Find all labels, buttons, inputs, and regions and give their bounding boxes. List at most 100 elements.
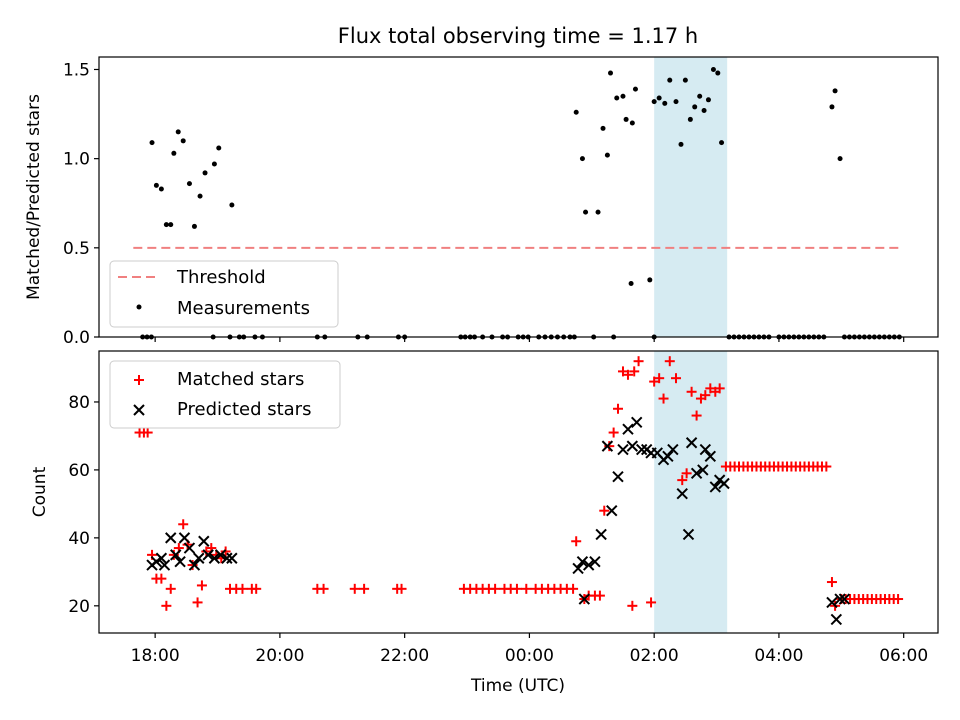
predicted-point [601,440,614,452]
predicted-point [578,593,591,605]
predicted-point [582,559,595,571]
bottom-y-tick-label: 60 [68,461,90,481]
predicted-point-b [606,504,618,517]
predicted-point [193,552,205,564]
predicted-point-b [158,559,171,571]
measurement-point [687,116,693,122]
legend-measurements-swatch [136,304,142,310]
predicted-point [150,555,163,568]
predicted-point [662,450,674,463]
matched-point [220,546,231,557]
measurement-point [614,95,620,101]
predicted-point-b [830,613,843,626]
bottom-y-tick-label: 40 [68,529,90,549]
measurement-point [573,109,579,115]
predicted-point [589,555,601,568]
measurement-point [632,86,638,92]
measurement-point [186,181,192,187]
predicted-point [170,549,182,561]
panel-bottom: 20 40 60 80 18:00 20:00 22:00 00:00 02:00 04:00 0… [30,350,939,696]
measurement-point [705,97,711,103]
predicted-point-b [174,555,186,568]
matched-point [646,597,657,608]
x-tick-label: 18:00 [131,646,180,666]
bottom-y-axis-label: Count [30,466,50,517]
matched-point [664,356,675,367]
measurement-point [719,140,725,146]
measurement-point [600,125,606,131]
matched-point [237,583,248,594]
matched-point [178,519,189,530]
predicted-point-b [685,437,698,449]
bottom-frame [98,350,939,634]
predicted-point [834,593,846,605]
x-tick-label: 06:00 [879,646,928,666]
predicted-point [682,528,695,541]
predicted-point-b [697,464,709,476]
predicted-point-b [183,542,196,554]
measurement-point [608,70,614,76]
bottom-x-axis: 18:00 20:00 22:00 00:00 02:00 04:00 06:00 [131,633,928,666]
predicted-point [226,552,238,564]
legend-threshold-label: Threshold [176,267,266,288]
predicted-point [214,549,227,561]
predicted-point [202,549,214,561]
matched-point [511,583,522,594]
predicted-point-b [155,552,168,564]
measurement-point [583,209,589,215]
matched-point [671,373,682,384]
predicted-point-b [834,593,846,605]
matched-point [359,583,370,594]
predicted-point [685,437,698,449]
matched-point [826,577,837,588]
predicted-point-b [150,555,163,568]
measurement-point [180,138,186,144]
bottom-y-tick-label: 80 [68,393,90,413]
bottom-legend: Matched stars Predicted stars [109,360,341,429]
measurement-point [682,77,688,83]
measurement-point [656,95,662,101]
measurement-point [837,156,843,162]
predicted-point-b [676,487,688,500]
predicted-point-b [704,450,717,463]
measurement-point [168,222,174,228]
measurement-point [697,93,703,99]
measurement-point [651,99,657,105]
predicted-point [690,467,703,480]
matched-point [604,441,615,452]
predicted-point-b [576,555,589,568]
predicted-point [667,443,679,456]
matched-point [821,461,832,472]
predicted-point [612,471,624,483]
measurement-point [662,100,668,106]
top-x-ticks [154,337,905,342]
top-frame [98,56,939,338]
matched-point [608,427,619,438]
predicted-point-b [838,593,851,605]
measurement-point [216,145,222,151]
predicted-point-b [631,416,643,429]
predicted-point-b [622,423,634,435]
predicted-point [626,440,639,452]
matched-point [196,580,207,591]
legend-matched-plus [134,375,144,385]
predicted-point-b [572,562,584,575]
measurement-point [202,170,208,176]
legend-predicted-swatch [133,404,145,416]
measurement-point [647,277,653,283]
predicted-point [838,593,851,605]
top-legend-box [109,260,339,328]
predicted-point [595,528,607,541]
matched-point [893,594,904,605]
figure-title: Flux total observing time = 1.17 h [338,24,698,48]
matched-point [521,583,532,594]
x-tick-label: 22:00 [380,646,429,666]
matched-point [700,390,711,401]
predicted-point [576,555,589,568]
predicted-point [617,443,629,456]
x-tick-label: 20:00 [255,646,304,666]
measurement-point [667,77,673,83]
predicted-point-b [612,471,624,483]
top-highlight-span [654,57,728,337]
measurement-point [623,116,629,122]
